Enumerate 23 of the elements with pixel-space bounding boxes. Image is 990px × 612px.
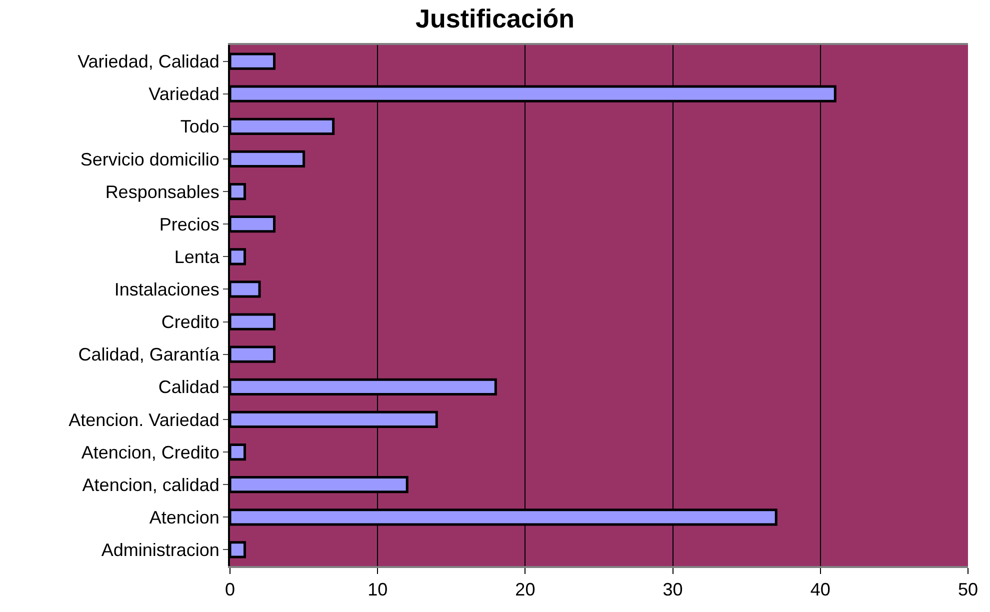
x-tick-label: 40 — [810, 580, 830, 600]
y-tick-label: Administracion — [101, 540, 220, 560]
y-tick-label: Todo — [180, 116, 220, 137]
x-tick-label: 10 — [368, 580, 388, 600]
chart-title: Justificación — [416, 3, 574, 34]
y-tick-label: Atencion — [149, 507, 220, 528]
y-tick-label: Calidad — [158, 377, 220, 398]
y-tick-label: Variedad, Calidad — [78, 52, 220, 72]
y-tick-label: Servicio domicilio — [80, 149, 220, 170]
y-tick-label: Credito — [161, 312, 220, 332]
y-tick-label: Responsables — [105, 182, 220, 202]
x-tick-label: 0 — [224, 580, 236, 600]
x-tick-label: 30 — [662, 580, 683, 600]
y-tick-label: Atencion. Variedad — [68, 410, 220, 430]
y-tick-label: Variedad — [148, 84, 220, 104]
x-tick-label: 20 — [515, 580, 536, 600]
y-tick-label: Atencion, Credito — [81, 442, 220, 462]
y-tick-label: Atencion, calidad — [82, 474, 220, 495]
y-tick-label: Precios — [159, 214, 220, 234]
x-tick-label: 50 — [958, 580, 978, 600]
y-tick-label: Calidad, Garantía — [78, 344, 220, 365]
y-tick-label: Instalaciones — [114, 280, 220, 300]
y-tick-label: Lenta — [174, 246, 220, 267]
